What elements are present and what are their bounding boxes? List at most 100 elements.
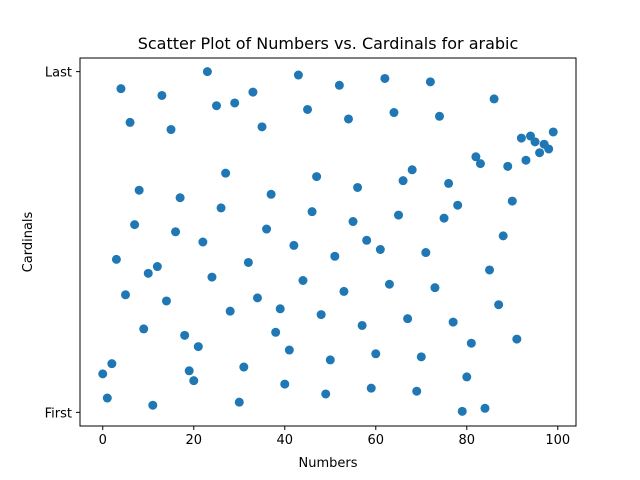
data-point-9 [139,324,148,333]
data-point-48 [317,310,326,319]
data-point-43 [294,71,303,80]
data-point-59 [367,384,376,393]
data-point-24 [207,273,216,282]
data-point-39 [276,304,285,313]
data-point-81 [467,339,476,348]
data-point-52 [335,81,344,90]
data-point-32 [244,258,253,267]
data-point-46 [308,207,317,216]
x-tick-label: 80 [459,433,476,448]
data-point-53 [339,287,348,296]
data-point-20 [189,376,198,385]
data-point-10 [144,269,153,278]
data-point-70 [417,352,426,361]
data-point-80 [462,372,471,381]
data-point-72 [426,77,435,86]
data-point-92 [517,134,526,143]
data-point-69 [412,387,421,396]
data-point-64 [389,108,398,117]
data-point-91 [512,335,521,344]
data-point-38 [271,328,280,337]
data-point-47 [312,172,321,181]
data-point-66 [399,176,408,185]
data-point-56 [353,183,362,192]
data-point-67 [403,314,412,323]
data-point-31 [239,363,248,372]
data-point-57 [358,321,367,330]
data-point-65 [394,211,403,220]
data-point-78 [453,201,462,210]
data-point-84 [480,404,489,413]
data-point-40 [280,380,289,389]
data-point-4 [116,84,125,93]
data-point-15 [167,125,176,134]
data-point-88 [499,231,508,240]
data-point-33 [248,88,257,97]
data-point-54 [344,114,353,123]
data-point-98 [544,144,553,153]
data-point-61 [376,245,385,254]
data-point-18 [180,331,189,340]
data-point-25 [212,101,221,110]
data-point-11 [148,401,157,410]
data-point-75 [440,214,449,223]
y-axis-label: Cardinals [21,211,36,272]
data-point-49 [321,389,330,398]
x-tick-label: 0 [99,433,107,448]
data-point-29 [230,98,239,107]
data-point-71 [421,248,430,257]
data-point-14 [162,296,171,305]
data-point-6 [126,118,135,127]
data-point-90 [508,197,517,206]
data-point-26 [217,203,226,212]
data-point-58 [362,236,371,245]
x-tick-label: 100 [545,433,570,448]
data-point-3 [112,255,121,264]
data-point-12 [153,262,162,271]
y-tick-label: Last [45,66,72,81]
data-point-79 [458,407,467,416]
data-point-68 [408,165,417,174]
x-tick-label: 60 [368,433,385,448]
data-point-22 [198,238,207,247]
x-axis-label: Numbers [299,456,358,471]
data-point-73 [430,283,439,292]
data-point-93 [521,156,530,165]
data-point-99 [549,127,558,136]
data-point-85 [485,265,494,274]
data-point-30 [235,398,244,407]
data-point-8 [135,186,144,195]
data-point-45 [303,105,312,114]
data-point-41 [285,346,294,355]
data-point-95 [531,137,540,146]
data-point-27 [221,169,230,178]
data-point-37 [267,190,276,199]
data-point-16 [171,227,180,236]
x-tick-label: 20 [185,433,202,448]
data-point-62 [380,74,389,83]
data-point-19 [185,366,194,375]
data-point-42 [289,241,298,250]
x-tick-label: 40 [276,433,293,448]
data-point-36 [262,225,271,234]
data-point-34 [253,293,262,302]
chart-title: Scatter Plot of Numbers vs. Cardinals fo… [138,34,519,53]
data-point-21 [194,342,203,351]
data-point-86 [490,94,499,103]
data-point-0 [98,369,107,378]
data-point-77 [449,318,458,327]
data-point-60 [371,349,380,358]
data-point-55 [349,217,358,226]
data-point-89 [503,162,512,171]
data-point-5 [121,290,130,299]
y-tick-label: First [45,406,72,421]
data-point-63 [385,280,394,289]
data-point-23 [203,67,212,76]
data-point-74 [435,112,444,121]
data-point-96 [535,148,544,157]
data-point-76 [444,179,453,188]
data-point-87 [494,300,503,309]
data-point-35 [258,122,267,131]
